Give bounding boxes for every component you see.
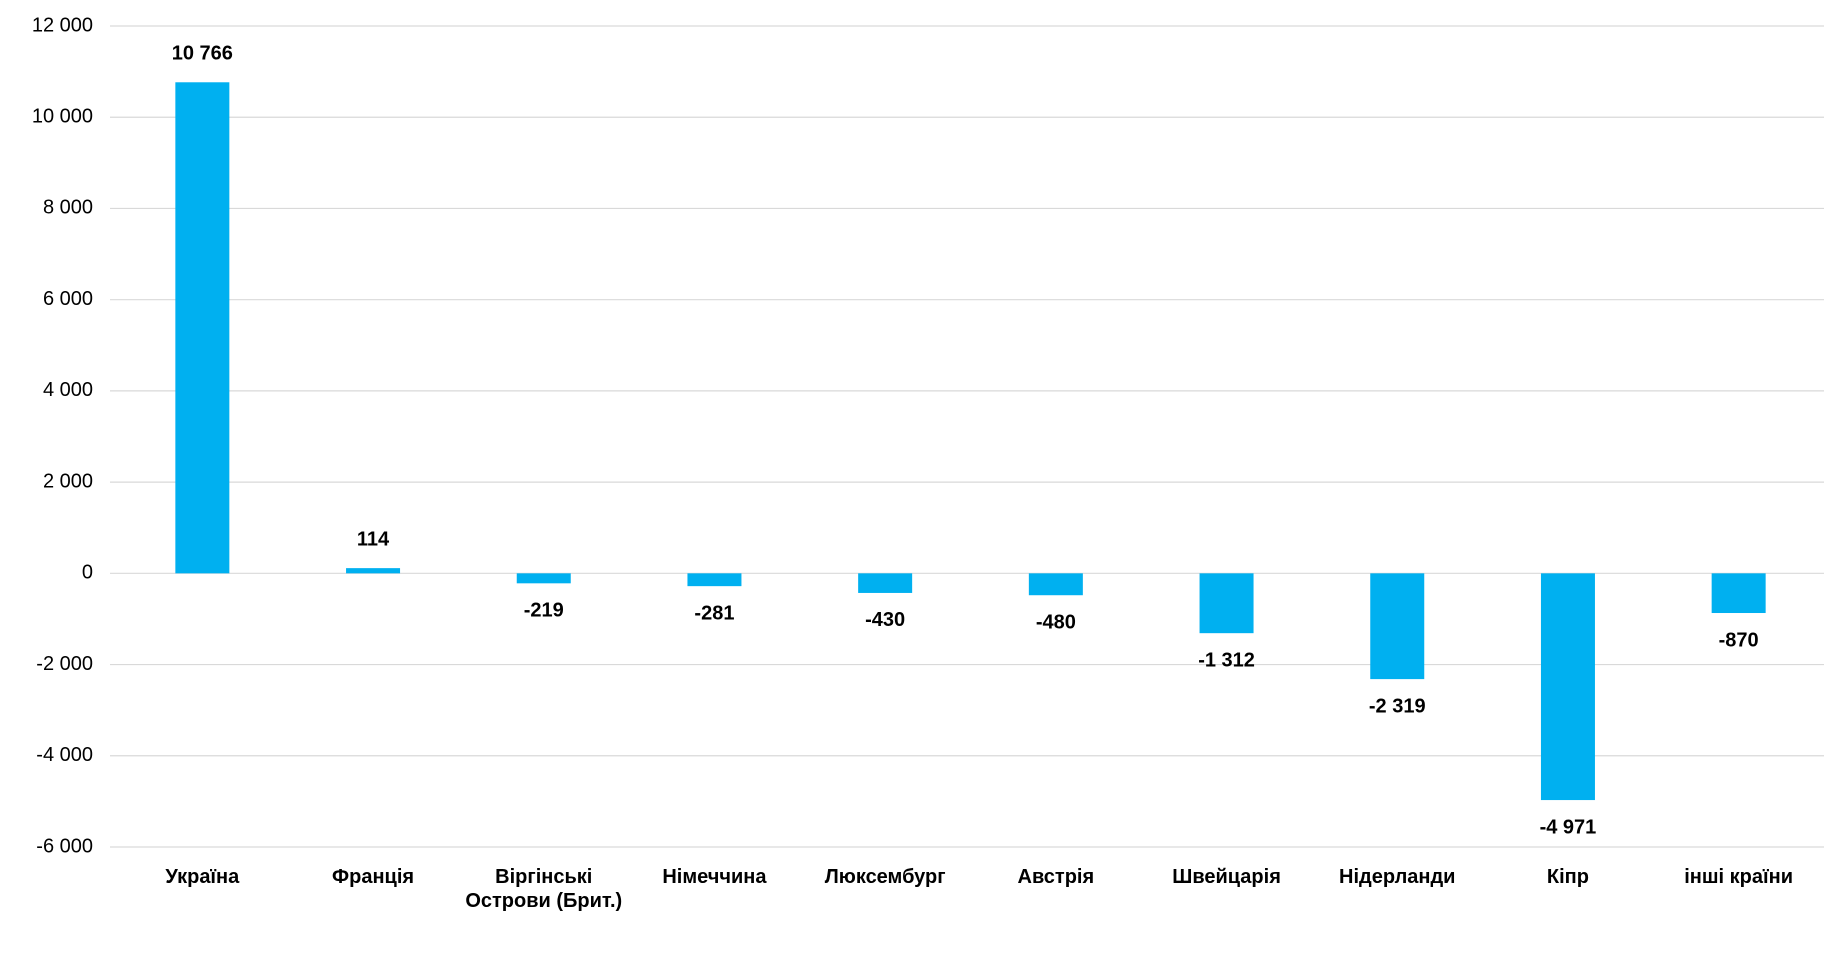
bar <box>346 568 401 574</box>
value-label: -219 <box>524 600 564 622</box>
x-tick-label: Україна <box>165 866 240 888</box>
value-label: 10 766 <box>172 43 233 65</box>
bar <box>1370 573 1425 680</box>
y-tick-label: -2 000 <box>36 653 93 675</box>
bar <box>687 573 742 587</box>
x-tick-label: Нідерланди <box>1339 866 1456 888</box>
y-tick-label: 0 <box>82 562 93 584</box>
bar <box>1540 573 1595 801</box>
value-label: -870 <box>1719 629 1759 651</box>
value-label: -1 312 <box>1198 649 1255 671</box>
bar <box>516 573 571 584</box>
bar <box>858 573 913 593</box>
value-label: 114 <box>357 528 390 550</box>
y-tick-label: 2 000 <box>43 470 93 492</box>
value-label: -2 319 <box>1369 695 1426 717</box>
x-tick-label: Віргінські Острови (Брит.) <box>465 866 623 912</box>
x-tick-label: Люксембург <box>824 866 946 888</box>
x-tick-label: Німеччина <box>662 866 767 888</box>
bar <box>1711 573 1766 614</box>
x-tick-label: Швейцарія <box>1172 866 1281 888</box>
y-tick-label: 10 000 <box>32 106 93 128</box>
bar <box>1028 573 1083 596</box>
y-tick-label: -4 000 <box>36 744 93 766</box>
y-tick-label: -6 000 <box>36 835 93 857</box>
value-label: -4 971 <box>1540 816 1597 838</box>
x-tick-label: Австрія <box>1017 866 1095 888</box>
y-tick-label: 8 000 <box>43 197 93 219</box>
bar <box>1199 573 1254 634</box>
y-tick-label: 6 000 <box>43 288 93 310</box>
value-label: -480 <box>1036 612 1076 634</box>
bar <box>175 82 230 574</box>
x-tick-label: Кіпр <box>1546 866 1589 888</box>
value-label: -430 <box>865 609 905 631</box>
x-tick-label: інші країни <box>1684 866 1794 888</box>
x-tick-label: Франція <box>332 866 415 888</box>
y-tick-label: 12 000 <box>32 14 93 36</box>
y-tick-label: 4 000 <box>43 379 93 401</box>
value-label: -281 <box>694 602 734 624</box>
